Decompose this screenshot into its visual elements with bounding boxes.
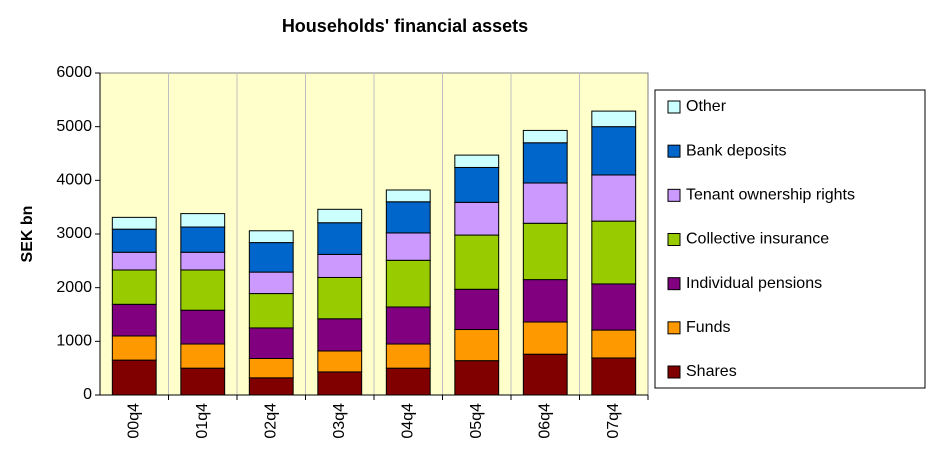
bar-segment (522, 222, 568, 281)
bar-segment (248, 242, 294, 273)
legend-label: Shares (686, 363, 737, 380)
x-tick-label: 01q4 (194, 403, 211, 439)
bar-segment (317, 208, 363, 224)
bar-segment (111, 216, 157, 230)
bar-segment (180, 213, 226, 228)
bar-segment (111, 251, 157, 271)
legend-label: Tenant ownership rights (686, 187, 855, 204)
bar-segment (454, 288, 500, 331)
legend-label: Funds (686, 319, 730, 336)
bar-segment (385, 343, 431, 369)
y-tick-label: 1000 (56, 333, 92, 350)
bar-segment (591, 329, 637, 359)
bar-segment (248, 327, 294, 360)
y-tick-label: 2000 (56, 279, 92, 296)
y-tick-label: 3000 (56, 225, 92, 242)
bar-segment (317, 318, 363, 352)
x-tick-label: 04q4 (399, 403, 416, 439)
bar-segment (591, 283, 637, 331)
bar-segment (591, 357, 637, 396)
bar-segment (591, 126, 637, 176)
bar-segment (454, 234, 500, 290)
legend-swatch (667, 277, 681, 291)
bar-segment (385, 201, 431, 234)
bar-segment (180, 269, 226, 311)
bar-segment (385, 367, 431, 396)
bar-segment (522, 279, 568, 323)
bar-segment (522, 142, 568, 184)
x-tick-label: 03q4 (331, 403, 348, 439)
bar-segment (385, 189, 431, 203)
bar-segment (317, 371, 363, 396)
bar-segment (248, 377, 294, 396)
bar-segment (180, 309, 226, 345)
chart-title: Households' financial assets (282, 16, 528, 36)
bar-segment (111, 359, 157, 396)
bar-segment (180, 251, 226, 271)
bar-segment (111, 269, 157, 305)
bar-segment (522, 321, 568, 355)
bar-segment (591, 110, 637, 128)
x-tick-label: 07q4 (605, 403, 622, 439)
bar-segment (180, 367, 226, 396)
legend-swatch (667, 233, 681, 246)
legend (654, 89, 926, 389)
bar-segment (317, 253, 363, 278)
bar-segment (454, 166, 500, 203)
y-tick-label: 6000 (56, 64, 92, 81)
bar-segment (454, 360, 500, 396)
bar-segment (454, 329, 500, 362)
x-tick-label: 00q4 (125, 403, 142, 439)
legend-swatch (667, 321, 681, 335)
bar-segment (111, 228, 157, 253)
bar-segment (180, 226, 226, 253)
y-axis-label: SEK bn (19, 206, 36, 263)
bar-segment (317, 350, 363, 373)
bar-segment (248, 271, 294, 295)
y-tick-label: 5000 (56, 118, 92, 135)
legend-label: Individual pensions (686, 275, 822, 292)
bar-segment (385, 306, 431, 345)
bar-segment (385, 259, 431, 308)
bar-segment (248, 358, 294, 379)
bar-segment (248, 293, 294, 329)
legend-label: Other (686, 98, 727, 115)
bar-segment (180, 343, 226, 369)
bar-segment (317, 276, 363, 320)
legend-swatch (667, 100, 681, 114)
legend-swatch (667, 365, 681, 379)
x-tick-label: 05q4 (468, 403, 485, 439)
legend-label: Collective insurance (686, 231, 829, 248)
bar-segment (454, 154, 500, 168)
legend-label: Bank deposits (686, 142, 787, 159)
bar-segment (522, 182, 568, 224)
bar-segment (111, 303, 157, 337)
bar-segment (522, 129, 568, 144)
x-tick-label: 02q4 (262, 403, 279, 439)
bar-segment (248, 230, 294, 244)
bar-segment (317, 222, 363, 255)
bar-segment (591, 174, 637, 222)
bar-segment (522, 353, 568, 396)
y-tick-label: 0 (83, 386, 92, 403)
y-tick-label: 4000 (56, 172, 92, 189)
bar-segment (385, 232, 431, 261)
bar-segment (454, 201, 500, 236)
bar-segment (111, 335, 157, 361)
bar-segment (591, 220, 637, 285)
legend-swatch (667, 188, 681, 202)
x-tick-label: 06q4 (536, 403, 553, 439)
legend-swatch (667, 144, 681, 158)
